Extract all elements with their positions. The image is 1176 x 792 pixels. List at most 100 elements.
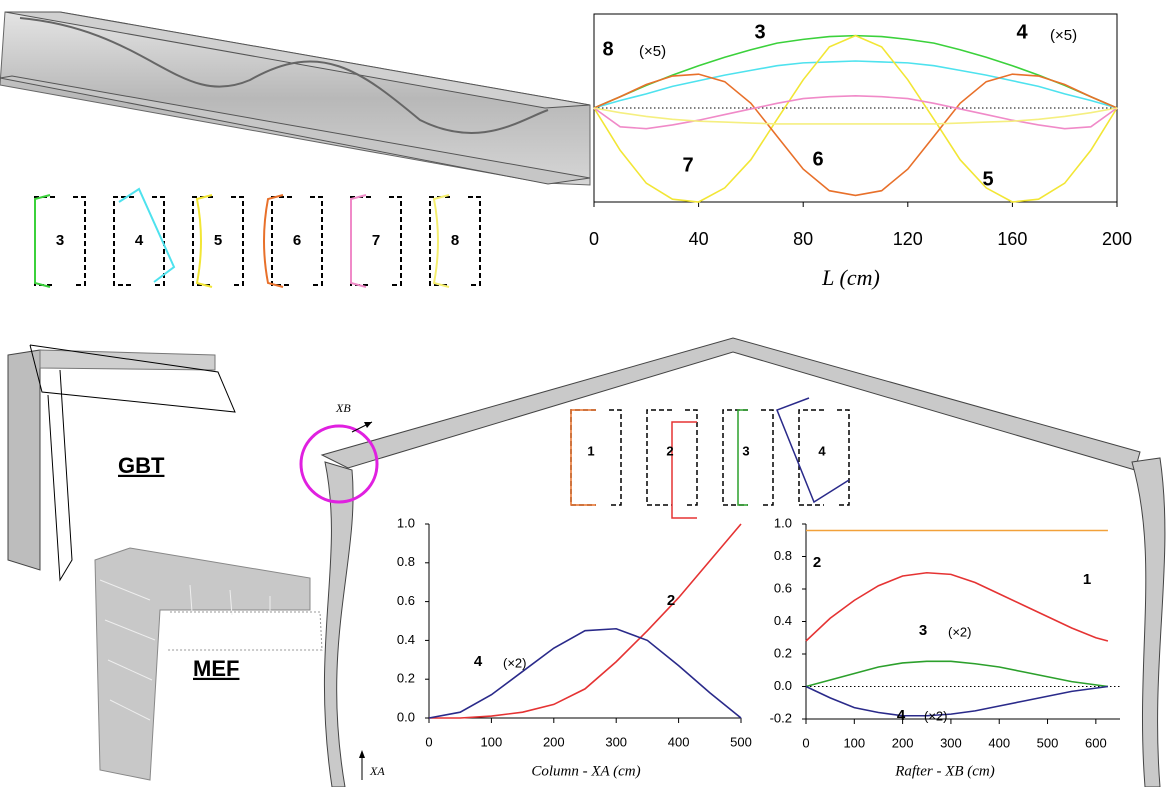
x-tick-label: 120 <box>893 229 923 249</box>
section-outline <box>351 197 371 285</box>
x-tick-label: 400 <box>988 735 1010 750</box>
series-line <box>594 36 1117 108</box>
section-outline <box>468 197 480 285</box>
section-outline <box>73 197 85 285</box>
y-tick-label: -0.2 <box>770 710 792 725</box>
x-tick-label: 600 <box>1085 735 1107 750</box>
annotation: (×5) <box>1050 27 1077 44</box>
y-tick-label: 1.0 <box>397 515 415 530</box>
gbt-label: GBT <box>118 453 165 478</box>
y-tick-label: 1.0 <box>774 515 792 530</box>
section-shape <box>351 195 366 287</box>
x-tick-label: 80 <box>793 229 813 249</box>
series-line <box>806 661 1108 686</box>
section-shape <box>672 422 697 518</box>
xa-label: XA <box>369 764 385 778</box>
section-outline <box>231 197 243 285</box>
portal-frame <box>301 338 1165 787</box>
x-axis-label: L (cm) <box>821 265 880 290</box>
x-tick-label: 200 <box>543 734 565 749</box>
x-axis-label: Rafter - XB (cm) <box>894 763 995 779</box>
y-tick-label: 0.6 <box>774 580 792 595</box>
x-tick-label: 300 <box>940 735 962 750</box>
x-tick-label: 300 <box>605 734 627 749</box>
y-tick-label: 0.0 <box>397 709 415 724</box>
section-number: 4 <box>135 232 144 249</box>
section-number: 7 <box>372 232 380 249</box>
x-tick-label: 500 <box>730 734 752 749</box>
section-number: 3 <box>742 443 749 458</box>
section-shape <box>119 189 174 282</box>
section-outline <box>609 410 621 505</box>
series-line <box>429 524 741 718</box>
section-shape <box>35 195 50 287</box>
series-label: 8 <box>602 38 613 60</box>
x-tick-label: 0 <box>425 734 432 749</box>
series-line <box>806 687 1108 716</box>
section-outline <box>389 197 401 285</box>
section-shape <box>264 195 283 287</box>
section-outline <box>761 410 773 505</box>
section-outline <box>310 197 322 285</box>
y-tick-label: 0.6 <box>397 593 415 608</box>
series-line <box>594 74 1117 195</box>
y-tick-label: 0.4 <box>397 632 415 647</box>
series-label: 1 <box>1083 571 1091 588</box>
x-tick-label: 500 <box>1037 735 1059 750</box>
series-label: 4 <box>1016 21 1028 43</box>
x-tick-label: 40 <box>689 229 709 249</box>
section-outline <box>114 197 134 285</box>
series-label: 5 <box>982 168 993 190</box>
series-label: 3 <box>754 21 765 43</box>
section-outline <box>272 197 292 285</box>
y-tick-label: 0.8 <box>774 548 792 563</box>
x-tick-label: 200 <box>892 735 914 750</box>
section-number: 5 <box>214 232 222 249</box>
x-tick-label: 100 <box>843 735 865 750</box>
xb-label: XB <box>335 401 351 415</box>
y-tick-label: 0.8 <box>397 554 415 569</box>
mef-label: MEF <box>193 656 239 681</box>
x-tick-label: 0 <box>589 229 599 249</box>
y-tick-label: 0.2 <box>774 645 792 660</box>
section-outline <box>193 197 213 285</box>
series-label: 4 <box>897 707 906 724</box>
beam-render <box>0 12 590 185</box>
series-line <box>594 108 1117 124</box>
section-shape <box>777 398 849 502</box>
series-line <box>594 61 1117 108</box>
y-tick-label: 0.0 <box>774 678 792 693</box>
x-axis-label: Column - XA (cm) <box>531 763 640 779</box>
x-tick-label: 200 <box>1102 229 1132 249</box>
section-number: 8 <box>451 232 459 249</box>
series-line <box>429 629 741 718</box>
series-label: 4 <box>474 653 483 670</box>
x-tick-label: 400 <box>668 734 690 749</box>
series-label: 6 <box>812 148 823 170</box>
section-outline <box>35 197 55 285</box>
x-tick-label: 0 <box>802 735 809 750</box>
series-label: 2 <box>667 592 675 609</box>
series-label: 7 <box>682 154 693 176</box>
section-number: 4 <box>818 443 826 458</box>
x-tick-label: 100 <box>481 734 503 749</box>
series-label: 2 <box>813 554 821 571</box>
section-outline <box>685 410 697 505</box>
figure: GBT MEF XB XA 34567812340408012016020034… <box>0 0 1176 787</box>
section-shape <box>434 195 449 287</box>
y-tick-label: 0.4 <box>774 613 792 628</box>
annotation: (×5) <box>639 43 666 60</box>
section-number: 3 <box>56 232 64 249</box>
section-shape <box>197 195 212 287</box>
y-tick-label: 0.2 <box>397 671 415 686</box>
frame-models <box>8 345 322 780</box>
section-number: 1 <box>587 443 594 458</box>
section-number: 2 <box>666 443 673 458</box>
annotation: (×2) <box>924 708 947 723</box>
section-number: 6 <box>293 232 301 249</box>
annotation: (×2) <box>948 624 971 639</box>
x-tick-label: 160 <box>997 229 1027 249</box>
section-outline <box>430 197 450 285</box>
series-label: 3 <box>919 622 927 639</box>
section-outline <box>837 410 849 505</box>
